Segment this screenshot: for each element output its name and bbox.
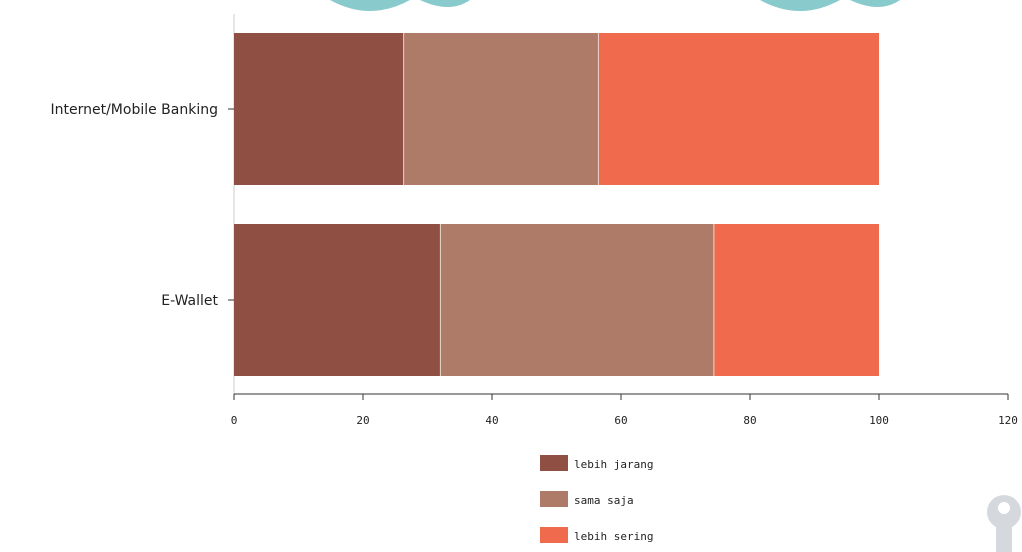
bar-sama-saja-1 bbox=[440, 224, 714, 376]
x-tick-label: 0 bbox=[231, 414, 238, 427]
watermark-shape bbox=[760, 0, 840, 11]
x-tick-label: 40 bbox=[485, 414, 498, 427]
category-label: Internet/Mobile Banking bbox=[51, 102, 219, 118]
legend-swatch bbox=[540, 527, 568, 543]
legend-label: lebih sering bbox=[574, 530, 653, 543]
x-tick-label: 60 bbox=[614, 414, 627, 427]
x-tick-label: 120 bbox=[998, 414, 1018, 427]
x-tick-label: 100 bbox=[869, 414, 889, 427]
x-tick-label: 80 bbox=[743, 414, 756, 427]
bar-lebih-sering-1 bbox=[713, 224, 879, 376]
watermark-key-icon bbox=[987, 495, 1021, 552]
watermark-shape bbox=[330, 0, 410, 11]
bar-sama-saja-0 bbox=[403, 33, 599, 185]
legend: lebih jarang sama saja lebih sering bbox=[540, 455, 653, 543]
watermark-shape bbox=[850, 0, 900, 7]
bar-lebih-jarang-1 bbox=[234, 224, 441, 376]
watermark-shape bbox=[420, 0, 470, 7]
legend-label: lebih jarang bbox=[574, 458, 653, 471]
category-labels: Internet/Mobile Banking E-Wallet bbox=[51, 102, 234, 309]
bar-lebih-jarang-0 bbox=[234, 33, 404, 185]
bars bbox=[234, 33, 879, 376]
x-axis-ticks: 0 20 40 60 80 100 120 bbox=[231, 394, 1018, 427]
x-tick-label: 20 bbox=[356, 414, 369, 427]
key-icon-shaft bbox=[996, 522, 1012, 552]
legend-label: sama saja bbox=[574, 494, 634, 507]
bar-lebih-sering-0 bbox=[598, 33, 879, 185]
category-label: E-Wallet bbox=[161, 293, 218, 309]
watermark-logo bbox=[330, 0, 900, 11]
key-icon-hole bbox=[998, 502, 1010, 514]
legend-swatch bbox=[540, 491, 568, 507]
legend-swatch bbox=[540, 455, 568, 471]
